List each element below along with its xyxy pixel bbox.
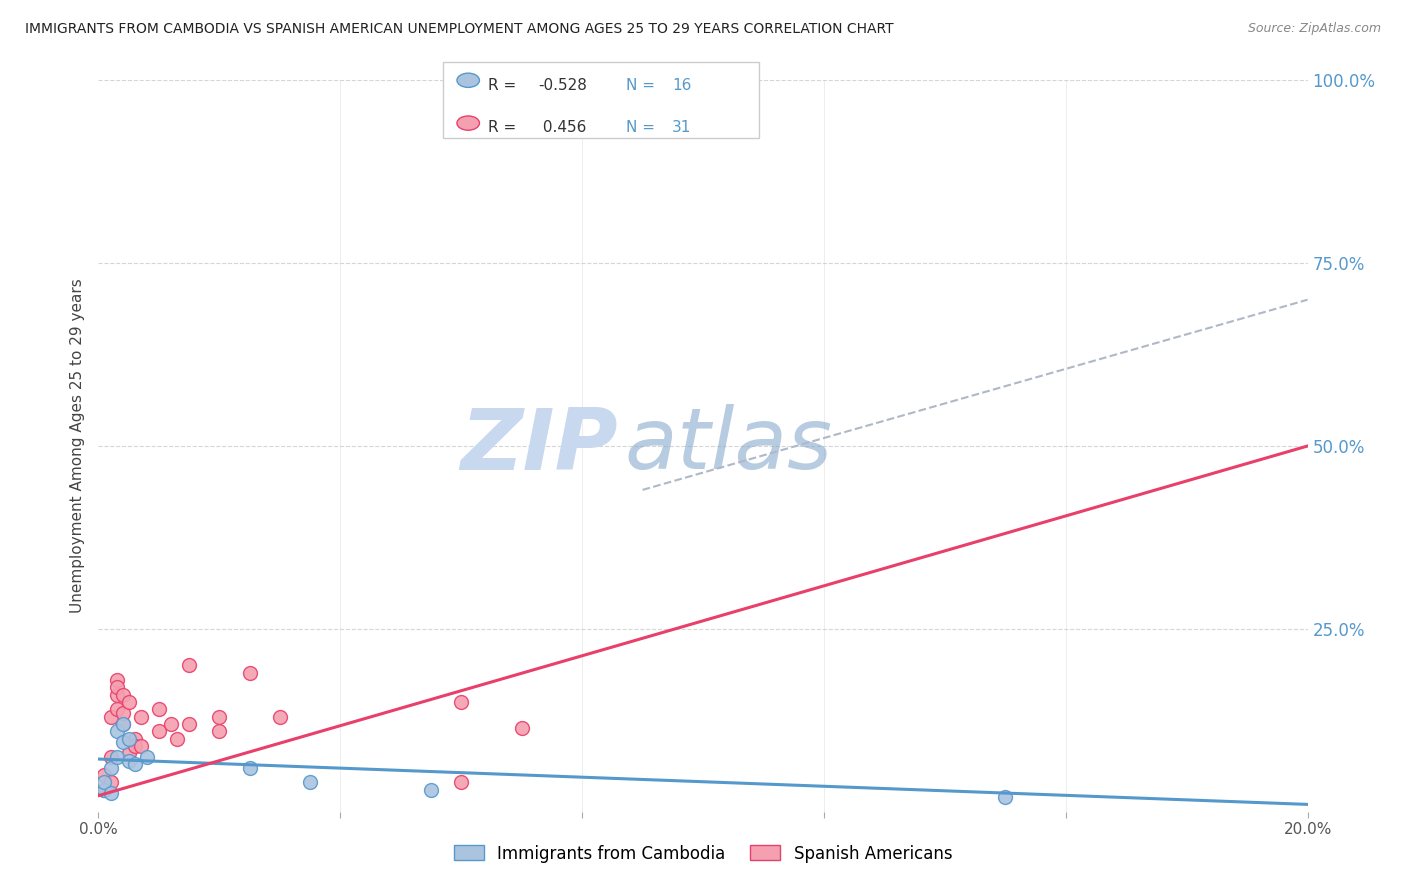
Point bbox=[510, 721, 533, 735]
Point bbox=[239, 761, 262, 775]
Point bbox=[148, 724, 170, 739]
Point bbox=[105, 681, 128, 695]
Point bbox=[111, 706, 134, 720]
Point bbox=[450, 695, 472, 709]
Point bbox=[100, 709, 122, 723]
Point bbox=[118, 754, 141, 768]
Point bbox=[208, 709, 231, 723]
Point bbox=[93, 775, 115, 789]
Point bbox=[100, 761, 122, 775]
Point bbox=[450, 775, 472, 789]
Point bbox=[118, 746, 141, 760]
Point bbox=[100, 787, 122, 801]
Point bbox=[208, 724, 231, 739]
Point bbox=[111, 688, 134, 702]
Text: IMMIGRANTS FROM CAMBODIA VS SPANISH AMERICAN UNEMPLOYMENT AMONG AGES 25 TO 29 YE: IMMIGRANTS FROM CAMBODIA VS SPANISH AMER… bbox=[25, 22, 894, 37]
Text: 0.456: 0.456 bbox=[538, 120, 586, 136]
Text: ZIP: ZIP bbox=[461, 404, 619, 488]
Point bbox=[105, 673, 128, 687]
Text: N =: N = bbox=[626, 120, 659, 136]
Point bbox=[93, 768, 115, 782]
Legend: Immigrants from Cambodia, Spanish Americans: Immigrants from Cambodia, Spanish Americ… bbox=[447, 838, 959, 869]
Point bbox=[129, 709, 152, 723]
Point bbox=[118, 731, 141, 746]
Point bbox=[100, 749, 122, 764]
Point bbox=[124, 757, 146, 772]
Point bbox=[179, 717, 201, 731]
Text: Source: ZipAtlas.com: Source: ZipAtlas.com bbox=[1247, 22, 1381, 36]
Point bbox=[299, 775, 322, 789]
Point bbox=[135, 749, 157, 764]
Text: atlas: atlas bbox=[624, 404, 832, 488]
Point bbox=[105, 688, 128, 702]
Point bbox=[111, 717, 134, 731]
Text: N =: N = bbox=[626, 78, 659, 93]
Text: 16: 16 bbox=[672, 78, 692, 93]
Point bbox=[105, 702, 128, 716]
Point bbox=[166, 731, 188, 746]
Point bbox=[111, 735, 134, 749]
Point bbox=[269, 709, 291, 723]
Point bbox=[994, 790, 1017, 805]
Point bbox=[420, 782, 443, 797]
Point bbox=[100, 775, 122, 789]
Text: 31: 31 bbox=[672, 120, 692, 136]
Point bbox=[160, 717, 183, 731]
Text: R =: R = bbox=[488, 78, 522, 93]
Point bbox=[111, 717, 134, 731]
Point bbox=[105, 749, 128, 764]
Text: R =: R = bbox=[488, 120, 522, 136]
Point bbox=[105, 724, 128, 739]
Point bbox=[239, 665, 262, 680]
Point bbox=[118, 695, 141, 709]
Point bbox=[148, 702, 170, 716]
Point bbox=[124, 731, 146, 746]
Point bbox=[93, 782, 115, 797]
Y-axis label: Unemployment Among Ages 25 to 29 years: Unemployment Among Ages 25 to 29 years bbox=[69, 278, 84, 614]
Text: -0.528: -0.528 bbox=[538, 78, 588, 93]
Point bbox=[93, 782, 115, 797]
Point bbox=[129, 739, 152, 753]
Point bbox=[124, 739, 146, 753]
Point bbox=[179, 658, 201, 673]
